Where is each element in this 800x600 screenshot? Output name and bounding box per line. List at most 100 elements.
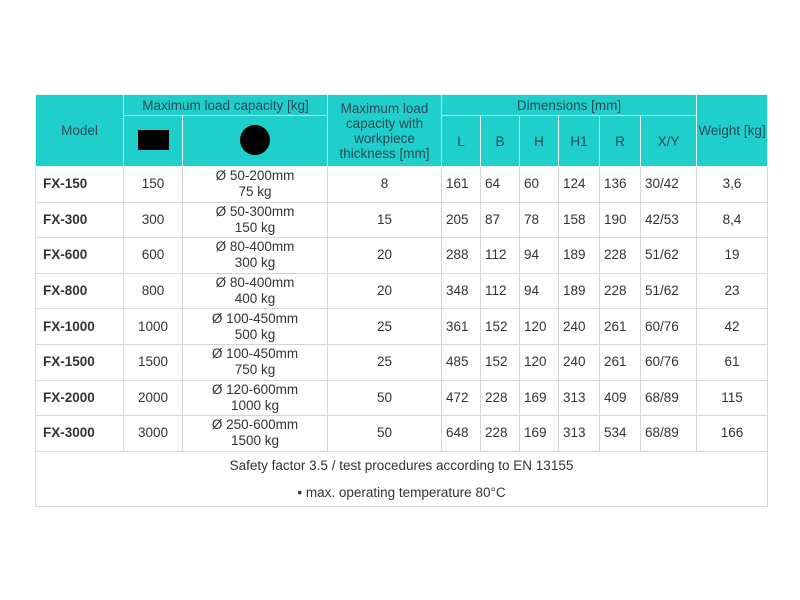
dim-L-cell: 648 — [441, 415, 481, 452]
dim-H1-cell: 240 — [558, 343, 600, 381]
rect-capacity-cell: 150 — [123, 166, 183, 203]
dim-R-cell: 228 — [599, 237, 641, 274]
rect-capacity-cell: 3000 — [123, 415, 183, 452]
dim-B-cell: 228 — [480, 415, 520, 452]
weight-cell: 42 — [696, 308, 768, 345]
rect-capacity-cell: 300 — [123, 201, 183, 239]
round-range: Ø 100-450mm — [211, 346, 299, 362]
table-row: FX-1000 1000 Ø 100-450mm 500 kg 25 361 152 120 2… — [35, 308, 768, 345]
dim-L-cell: 161 — [441, 166, 481, 203]
round-capacity-cell: Ø 120-600mm 1000 kg — [182, 379, 328, 417]
weight-cell: 23 — [696, 272, 768, 310]
rect-capacity-cell: 800 — [123, 272, 183, 310]
header-XY: X/Y — [640, 115, 697, 167]
dim-H1-cell: 313 — [558, 379, 600, 417]
dim-H-cell: 94 — [519, 272, 559, 310]
rect-capacity-cell: 1500 — [123, 343, 183, 381]
dim-L-cell: 205 — [441, 201, 481, 239]
dim-B-cell: 64 — [480, 166, 520, 203]
dim-L-cell: 485 — [441, 343, 481, 381]
header-R: R — [599, 115, 641, 167]
table-row: FX-3000 3000 Ø 250-600mm 1500 kg 50 648 228 169… — [35, 415, 768, 452]
table-row: FX-600 600 Ø 80-400mm 300 kg 20 288 112 94 189 22… — [35, 237, 768, 274]
weight-cell: 61 — [696, 343, 768, 381]
dim-B-cell: 112 — [480, 272, 520, 310]
dim-H-cell: 169 — [519, 379, 559, 417]
thickness-cell: 50 — [327, 379, 442, 417]
round-load: 1500 kg — [230, 433, 280, 449]
dim-B-cell: 152 — [480, 343, 520, 381]
round-load: 750 kg — [234, 362, 276, 378]
round-range: Ø 120-600mm — [211, 381, 299, 397]
dim-XY-cell: 60/76 — [640, 343, 697, 381]
thickness-cell: 20 — [327, 272, 442, 310]
dim-L-cell: 348 — [441, 272, 481, 310]
dim-R-cell: 409 — [599, 379, 641, 417]
dim-H1-cell: 189 — [558, 272, 600, 310]
rectangular-workpiece-icon — [137, 129, 169, 150]
round-range: Ø 100-450mm — [211, 310, 299, 326]
dim-B-cell: 87 — [480, 201, 520, 239]
header-max-load: Maximum load capacity [kg] — [123, 94, 328, 116]
spec-table: Model Maximum load capacity [kg] Maximum… — [35, 94, 768, 507]
weight-cell: 115 — [696, 379, 768, 417]
header-round — [182, 115, 328, 167]
dim-XY-cell: 68/89 — [640, 415, 697, 452]
rect-capacity-cell: 1000 — [123, 308, 183, 345]
dim-H1-cell: 158 — [558, 201, 600, 239]
dim-B-cell: 152 — [480, 308, 520, 345]
header-model: Model — [35, 94, 124, 167]
round-capacity-cell: Ø 50-300mm 150 kg — [182, 201, 328, 239]
dim-H1-cell: 240 — [558, 308, 600, 345]
dim-H1-cell: 124 — [558, 166, 600, 203]
round-range: Ø 80-400mm — [215, 239, 295, 255]
header-thickness: Maximum load capacity with workpiece thi… — [327, 94, 442, 167]
dim-R-cell: 261 — [599, 308, 641, 345]
rect-capacity-cell: 2000 — [123, 379, 183, 417]
table-row: FX-300 300 Ø 50-300mm 150 kg 15 205 87 78 158 190… — [35, 201, 768, 239]
round-range: Ø 80-400mm — [215, 275, 295, 291]
round-capacity-cell: Ø 100-450mm 500 kg — [182, 308, 328, 345]
model-cell: FX-1000 — [35, 308, 124, 345]
round-load: 500 kg — [234, 326, 276, 342]
dim-R-cell: 534 — [599, 415, 641, 452]
model-cell: FX-2000 — [35, 379, 124, 417]
dim-H-cell: 94 — [519, 237, 559, 274]
table-row: FX-800 800 Ø 80-400mm 400 kg 20 348 112 94 189 22… — [35, 272, 768, 310]
dim-H-cell: 169 — [519, 415, 559, 452]
round-capacity-cell: Ø 250-600mm 1500 kg — [182, 415, 328, 452]
dim-H1-cell: 313 — [558, 415, 600, 452]
dim-H-cell: 60 — [519, 166, 559, 203]
round-capacity-cell: Ø 50-200mm 75 kg — [182, 166, 328, 203]
thickness-cell: 15 — [327, 201, 442, 239]
weight-cell: 8,4 — [696, 201, 768, 239]
header-rect — [123, 115, 183, 167]
footer-notes: Safety factor 3.5 / test procedures acco… — [35, 450, 768, 507]
model-cell: FX-300 — [35, 201, 124, 239]
round-range: Ø 250-600mm — [211, 417, 299, 433]
round-load: 400 kg — [234, 291, 276, 307]
thickness-cell: 20 — [327, 237, 442, 274]
round-load: 1000 kg — [230, 397, 280, 413]
dim-XY-cell: 51/62 — [640, 272, 697, 310]
weight-cell: 166 — [696, 415, 768, 452]
weight-cell: 19 — [696, 237, 768, 274]
dim-R-cell: 228 — [599, 272, 641, 310]
dim-XY-cell: 51/62 — [640, 237, 697, 274]
round-capacity-cell: Ø 80-400mm 300 kg — [182, 237, 328, 274]
dim-H1-cell: 189 — [558, 237, 600, 274]
model-cell: FX-600 — [35, 237, 124, 274]
dim-R-cell: 190 — [599, 201, 641, 239]
thickness-cell: 50 — [327, 415, 442, 452]
table-row: FX-1500 1500 Ø 100-450mm 750 kg 25 485 152 120 2… — [35, 343, 768, 381]
safety-note: Safety factor 3.5 / test procedures acco… — [229, 457, 574, 473]
round-load: 150 kg — [234, 219, 276, 235]
dim-B-cell: 112 — [480, 237, 520, 274]
model-cell: FX-800 — [35, 272, 124, 310]
thickness-cell: 25 — [327, 343, 442, 381]
temperature-note: • max. operating temperature 80°C — [297, 484, 506, 500]
header-H: H — [519, 115, 559, 167]
table-row: FX-150 150 Ø 50-200mm 75 kg 8 161 64 60 124 136 30… — [35, 166, 768, 203]
header-B: B — [480, 115, 520, 167]
table-row: FX-2000 2000 Ø 120-600mm 1000 kg 50 472 228 169… — [35, 379, 768, 417]
